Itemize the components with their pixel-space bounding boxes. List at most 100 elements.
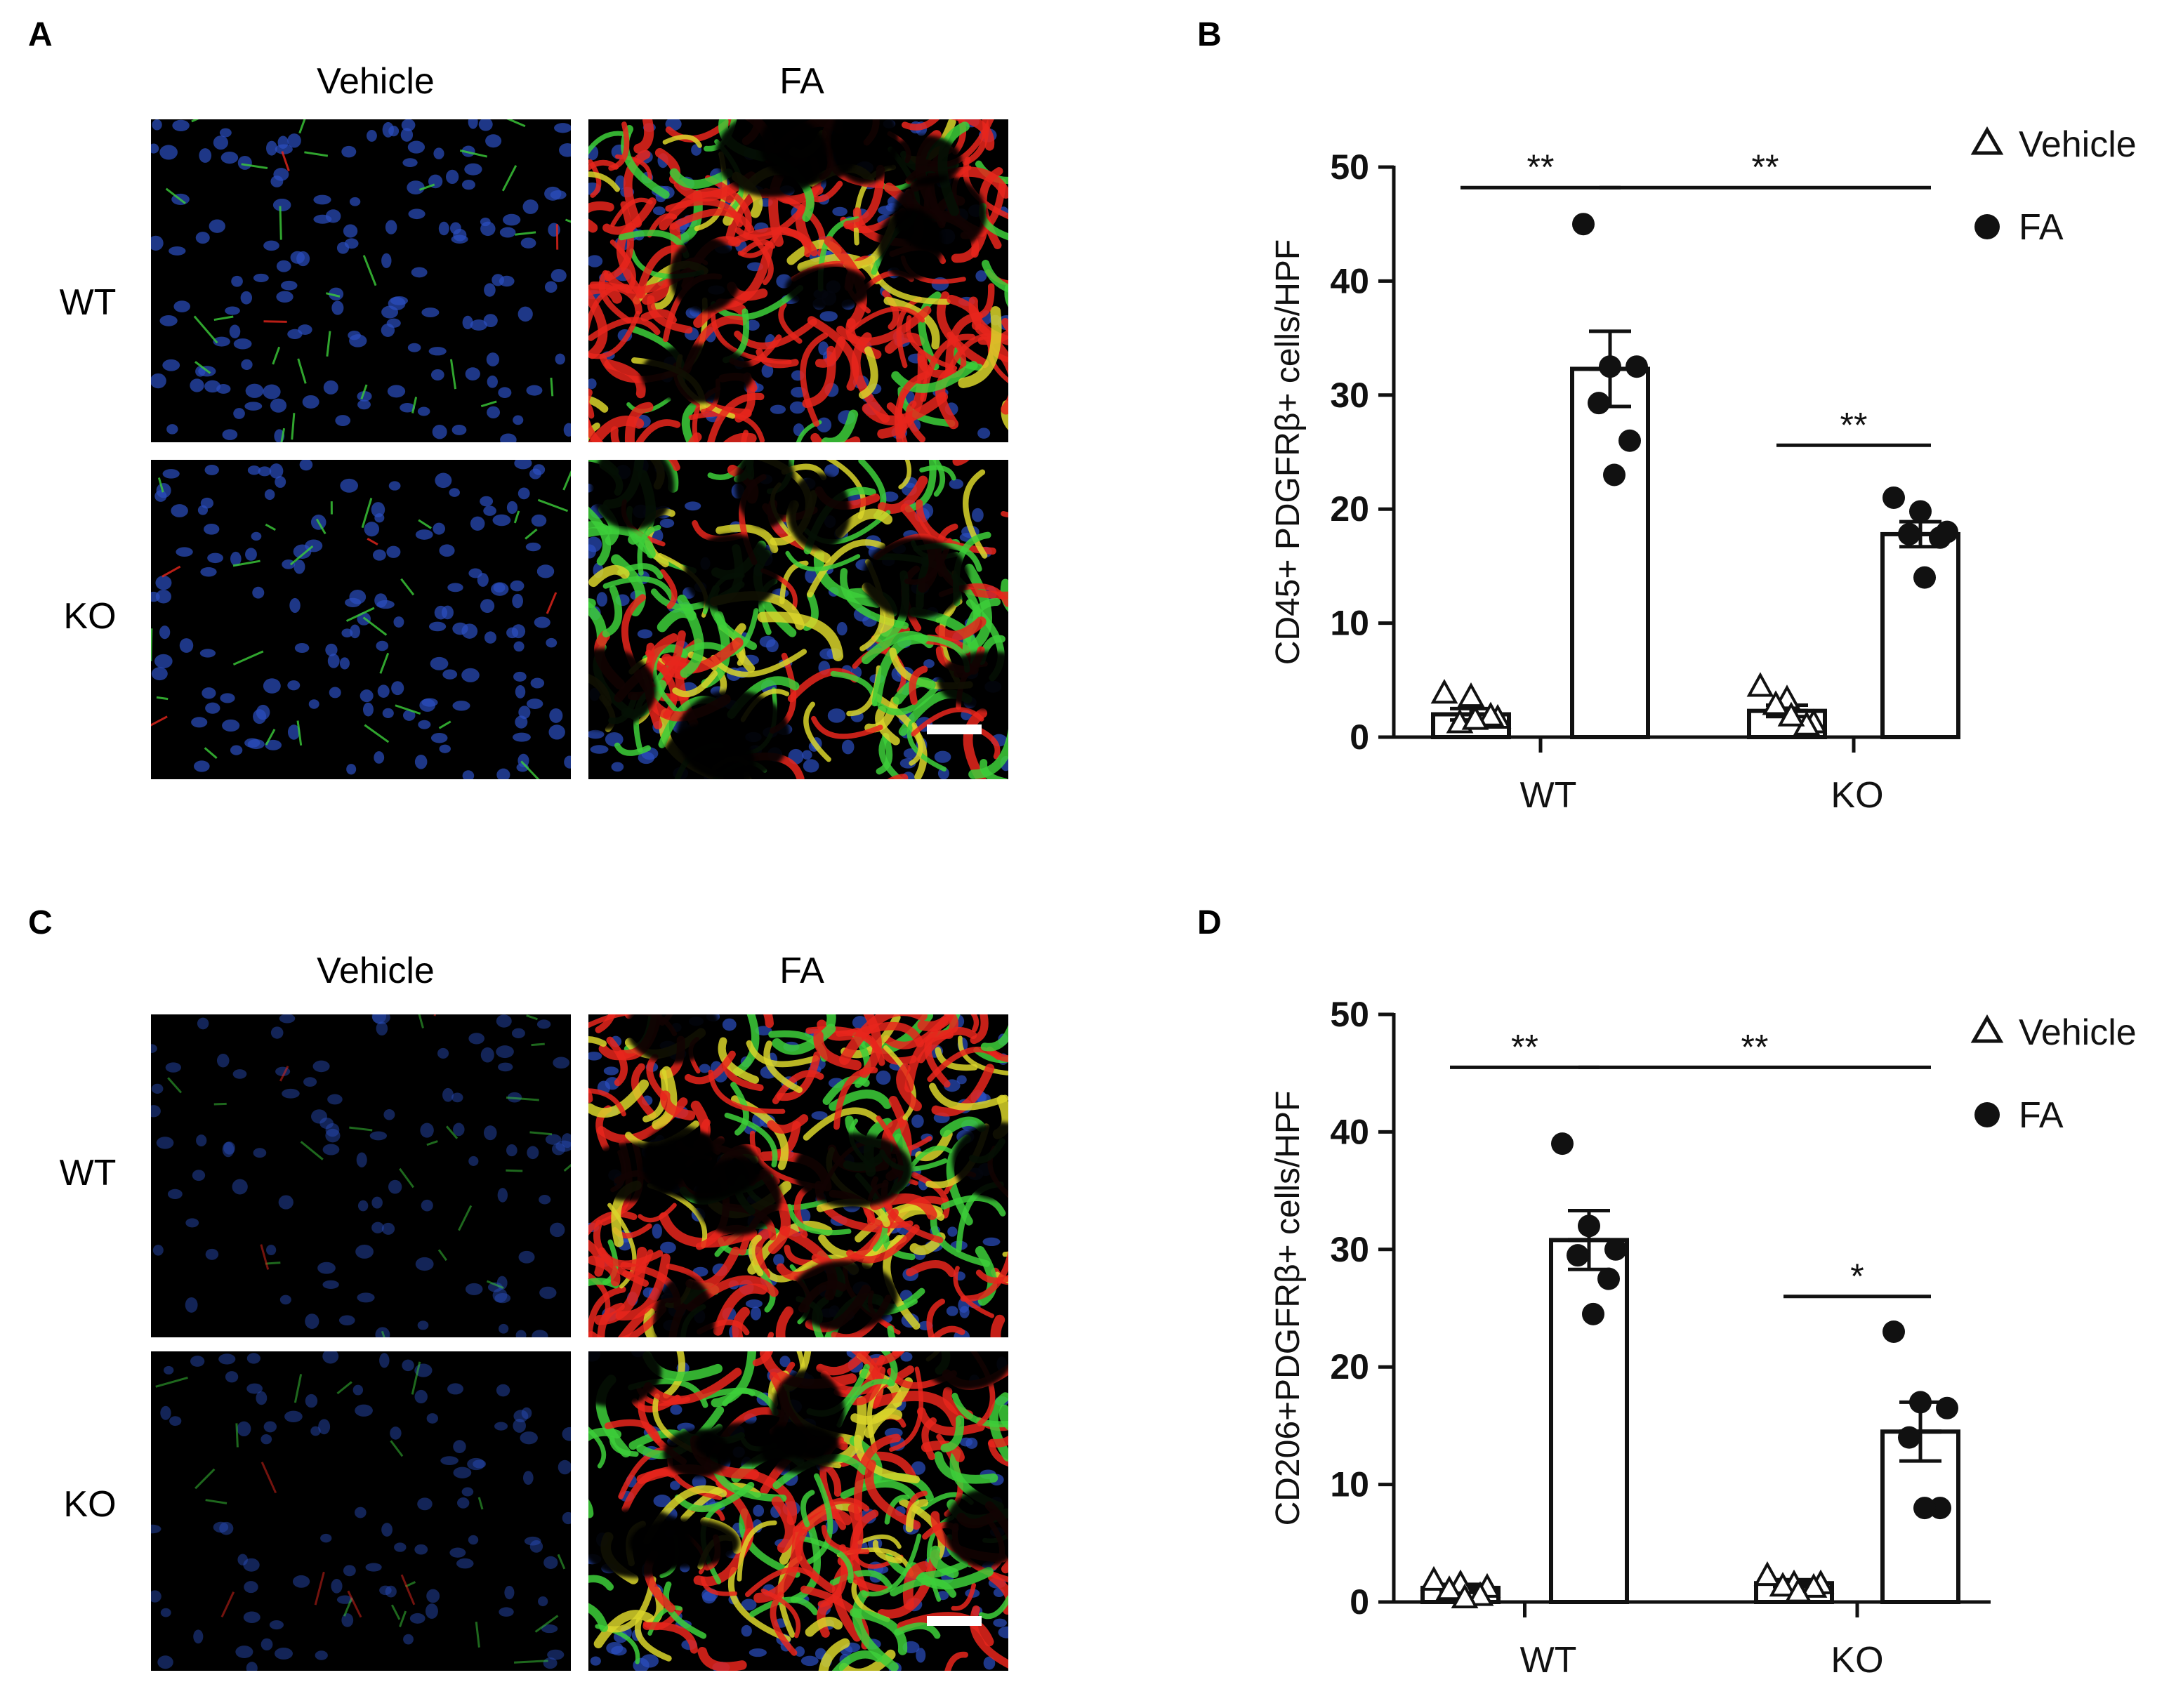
- nucleus: [385, 220, 397, 234]
- stain-strand: [635, 419, 681, 442]
- chart-d-significance-label: **: [1741, 1027, 1769, 1066]
- stain-strand: [926, 1298, 946, 1337]
- nucleus: [219, 1521, 234, 1535]
- nucleus: [261, 1638, 273, 1650]
- stain-strand: [806, 539, 886, 598]
- stain-strand: [1001, 318, 1008, 333]
- stain-strand: [400, 1574, 416, 1606]
- nucleus: [216, 1053, 230, 1068]
- stain-strand: [418, 1014, 424, 1028]
- nucleus: [282, 559, 296, 569]
- chart-b-x-tick-label-ko: KO: [1831, 775, 1883, 816]
- chart-d-legend-marker-vehicle: [1970, 1014, 2004, 1043]
- nucleus: [467, 1457, 485, 1471]
- stain-strand: [810, 432, 861, 442]
- micrograph-a-wt-fa: [588, 119, 1008, 442]
- nucleus: [496, 1045, 514, 1059]
- stain-strand: [951, 119, 995, 151]
- chart-b-point-vehicle: [1746, 672, 1774, 697]
- stain-strand: [157, 477, 164, 493]
- tubule-lumen: [654, 1276, 715, 1337]
- stain-strand: [399, 1167, 414, 1189]
- stain-strand: [642, 1622, 698, 1654]
- nucleus: [520, 1431, 538, 1445]
- stain-strand: [660, 1090, 696, 1121]
- stain-strand: [156, 696, 169, 701]
- stain-strand: [657, 607, 697, 633]
- nucleus: [547, 1649, 565, 1660]
- nucleus: [261, 1434, 272, 1445]
- nucleus: [152, 1245, 164, 1256]
- tubule-lumen: [877, 208, 943, 280]
- nucleus: [190, 378, 204, 392]
- stain-strand: [826, 460, 866, 519]
- nucleus: [546, 637, 558, 648]
- nucleus: [325, 1128, 341, 1143]
- nucleus: [972, 508, 984, 522]
- nucleus: [237, 1421, 251, 1437]
- nucleus: [497, 1188, 508, 1203]
- tubule-lumen: [669, 237, 741, 312]
- stain-strand: [165, 187, 186, 204]
- stain-strand: [869, 1193, 937, 1220]
- nucleus: [805, 568, 817, 583]
- stain-strand: [588, 159, 619, 171]
- stain-strand: [990, 1314, 1005, 1337]
- nucleus: [419, 699, 436, 712]
- stain-strand: [265, 729, 276, 746]
- nucleus: [199, 649, 216, 658]
- stain-strand: [364, 724, 390, 743]
- nucleus: [275, 476, 286, 488]
- stain-strand: [775, 1306, 794, 1337]
- stain-strand: [506, 1169, 523, 1172]
- nucleus: [315, 1650, 328, 1660]
- stain-strand: [987, 1440, 1008, 1467]
- nucleus: [179, 638, 194, 653]
- stain-strand: [916, 1407, 985, 1436]
- chart-d-point-fa: [1604, 1238, 1627, 1261]
- micrograph-c-ko-fa: [588, 1351, 1008, 1671]
- chart-d-y-axis-label: CD206+PDGFRβ+ cells/HPF: [1270, 1091, 1307, 1526]
- stain-strand: [674, 1481, 755, 1512]
- nucleus: [483, 1125, 497, 1141]
- nucleus: [998, 1626, 1008, 1639]
- panel-a-row-label-wt: WT: [60, 282, 117, 323]
- stain-strand: [588, 564, 630, 588]
- nucleus: [287, 724, 301, 740]
- nucleus: [486, 352, 499, 366]
- nucleus: [590, 745, 609, 754]
- chart-b-point-fa: [1898, 522, 1920, 545]
- nucleus: [325, 643, 338, 656]
- nucleus: [299, 460, 313, 471]
- nucleus: [478, 119, 493, 131]
- chart-d-point-fa: [1582, 1302, 1604, 1325]
- nucleus: [428, 347, 447, 356]
- stain-strand: [767, 1114, 809, 1134]
- stain-strand: [891, 361, 978, 393]
- stain-strand: [399, 1610, 407, 1627]
- stain-strand: [588, 1575, 614, 1591]
- stain-strand: [935, 616, 987, 642]
- chart-b-point-vehicle: [1430, 679, 1458, 704]
- chart-d-significance-label: *: [1850, 1257, 1864, 1296]
- stain-strand: [562, 470, 571, 491]
- nucleus: [230, 551, 242, 567]
- nucleus: [538, 1596, 548, 1607]
- nucleus: [287, 329, 303, 340]
- nucleus: [220, 693, 235, 703]
- nucleus: [803, 759, 819, 773]
- nucleus: [530, 677, 545, 689]
- nucleus: [394, 1542, 407, 1552]
- nucleus: [449, 1547, 466, 1558]
- panel-c-row-label-wt: WT: [60, 1153, 117, 1193]
- nucleus: [232, 1069, 247, 1079]
- nucleus: [386, 545, 401, 558]
- nucleus: [320, 1533, 332, 1543]
- nucleus: [352, 1384, 364, 1396]
- nucleus: [166, 424, 178, 435]
- nucleus: [386, 318, 401, 328]
- nucleus: [414, 754, 428, 769]
- panel-c-row-label-ko: KO: [63, 1484, 116, 1525]
- stain-strand: [647, 295, 693, 334]
- stain-strand: [896, 296, 923, 369]
